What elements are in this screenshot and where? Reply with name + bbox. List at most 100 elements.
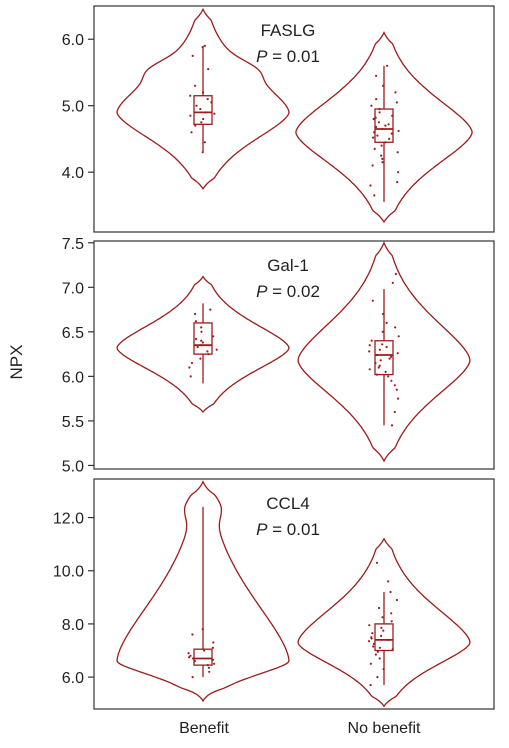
data-point-no-benefit — [374, 361, 377, 365]
data-point-no-benefit — [380, 144, 383, 147]
data-point-no-benefit — [397, 129, 400, 133]
p-symbol: P — [256, 520, 268, 539]
data-point-no-benefit — [384, 124, 387, 127]
data-point-benefit — [194, 312, 197, 316]
panel-title: Gal-1 — [267, 256, 309, 275]
data-point-benefit — [210, 101, 213, 104]
data-point-no-benefit — [373, 131, 376, 134]
data-point-no-benefit — [387, 375, 390, 378]
p-value-label: P = 0.01 — [256, 520, 320, 539]
data-point-no-benefit — [391, 648, 394, 651]
panel-ccl4: 6.0 8.0 10.0 12.0 CCL4 P = 0.01 — [53, 478, 495, 710]
data-point-no-benefit — [370, 339, 373, 342]
data-point-no-benefit — [375, 561, 379, 564]
data-point-benefit — [189, 94, 192, 97]
data-point-no-benefit — [393, 410, 396, 414]
data-point-benefit — [201, 341, 204, 344]
data-point-no-benefit — [390, 379, 393, 382]
data-point-no-benefit — [378, 606, 381, 610]
data-point-benefit — [203, 649, 206, 652]
data-point-no-benefit — [374, 125, 378, 129]
data-point-benefit — [207, 68, 210, 71]
data-point-no-benefit — [391, 114, 394, 117]
data-point-no-benefit — [385, 345, 388, 349]
data-point-no-benefit — [368, 368, 371, 371]
data-point-no-benefit — [369, 184, 372, 187]
data-point-no-benefit — [371, 299, 374, 302]
data-point-no-benefit — [376, 134, 379, 137]
box-benefit — [193, 322, 213, 355]
data-point-benefit — [208, 670, 211, 673]
data-point-no-benefit — [373, 147, 376, 150]
data-point-benefit — [206, 664, 209, 667]
data-point-benefit — [201, 628, 204, 631]
data-point-no-benefit — [377, 121, 380, 124]
p-value: = 0.01 — [267, 520, 319, 539]
data-point-benefit — [207, 666, 210, 669]
box-benefit — [193, 648, 213, 666]
violin-benefit — [116, 7, 290, 190]
data-point-no-benefit — [370, 104, 373, 107]
data-point-no-benefit — [379, 359, 382, 362]
data-point-no-benefit — [397, 335, 400, 338]
data-point-no-benefit — [372, 645, 375, 648]
data-point-no-benefit — [381, 157, 384, 160]
data-point-benefit — [191, 633, 194, 636]
box-benefit — [193, 95, 213, 125]
data-point-no-benefit — [386, 638, 389, 642]
y-tick-label: 8.0 — [62, 617, 84, 634]
p-value: = 0.02 — [267, 282, 319, 301]
data-point-no-benefit — [388, 357, 391, 360]
data-point-no-benefit — [378, 111, 381, 114]
data-point-benefit — [201, 151, 204, 154]
data-point-benefit — [203, 141, 206, 144]
data-point-no-benefit — [370, 636, 373, 639]
data-point-benefit — [213, 662, 216, 665]
y-tick-label: 5.0 — [62, 458, 84, 475]
data-point-no-benefit — [382, 629, 385, 632]
data-point-no-benefit — [376, 676, 379, 679]
data-point-no-benefit — [372, 642, 375, 646]
data-point-benefit — [190, 361, 194, 365]
data-point-benefit — [199, 357, 202, 360]
data-point-no-benefit — [381, 343, 384, 346]
data-point-no-benefit — [374, 116, 377, 119]
data-point-no-benefit — [381, 330, 384, 333]
data-point-benefit — [200, 121, 203, 124]
data-point-benefit — [188, 656, 191, 659]
panel-title: CCL4 — [266, 494, 309, 513]
data-point-benefit — [200, 326, 203, 329]
data-point-no-benefit — [396, 151, 399, 154]
violin-no-benefit — [295, 31, 473, 224]
data-point-benefit — [211, 646, 214, 649]
y-tick-label: 5.0 — [62, 99, 84, 116]
data-point-no-benefit — [376, 650, 379, 653]
data-point-no-benefit — [382, 84, 385, 87]
data-point-no-benefit — [390, 355, 393, 358]
p-symbol: P — [256, 282, 268, 301]
data-point-benefit — [194, 124, 197, 127]
data-point-benefit — [191, 54, 194, 58]
data-point-no-benefit — [371, 164, 374, 167]
data-point-no-benefit — [369, 662, 372, 665]
data-point-no-benefit — [380, 626, 383, 630]
x-category-label-no-benefit: No benefit — [348, 720, 421, 737]
panel-frame — [93, 5, 495, 233]
data-point-benefit — [212, 335, 215, 338]
data-point-benefit — [194, 320, 197, 323]
data-point-no-benefit — [385, 321, 388, 324]
data-point-no-benefit — [382, 312, 385, 316]
data-point-benefit — [207, 353, 210, 356]
data-point-no-benefit — [387, 123, 390, 126]
data-point-no-benefit — [378, 107, 381, 111]
data-point-benefit — [187, 652, 190, 655]
data-point-no-benefit — [372, 117, 375, 121]
p-value: = 0.01 — [267, 47, 319, 66]
data-point-benefit — [188, 366, 191, 369]
box-no-benefit — [374, 623, 394, 652]
data-point-benefit — [200, 330, 203, 333]
data-point-no-benefit — [395, 101, 398, 104]
data-point-no-benefit — [397, 171, 400, 174]
data-point-benefit — [209, 308, 212, 311]
